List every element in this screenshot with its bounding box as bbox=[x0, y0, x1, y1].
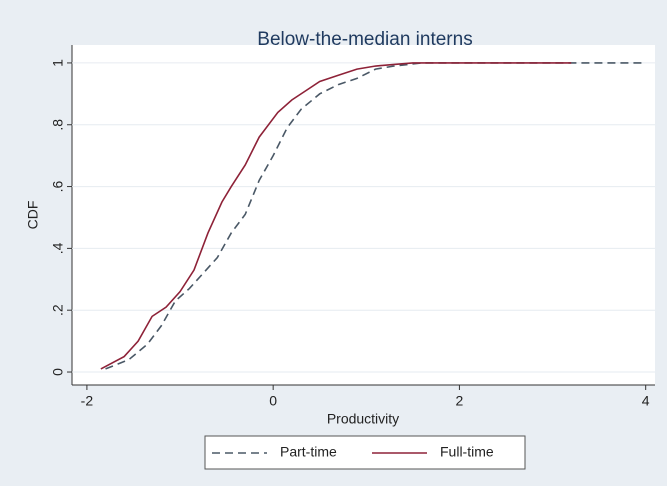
y-tick-label: .4 bbox=[50, 242, 66, 254]
x-tick-label: 2 bbox=[456, 393, 464, 409]
x-axis-label: Productivity bbox=[327, 411, 399, 427]
legend-label: Part-time bbox=[280, 444, 337, 460]
y-axis-label: CDF bbox=[25, 201, 41, 230]
y-tick-label: 0 bbox=[50, 368, 66, 376]
series-line bbox=[100, 62, 572, 370]
plot-area bbox=[72, 45, 655, 385]
legend-label: Full-time bbox=[440, 444, 494, 460]
x-tick-label: -2 bbox=[81, 393, 94, 409]
y-tick-label: 1 bbox=[50, 59, 66, 67]
y-tick-label: .2 bbox=[50, 304, 66, 316]
y-tick-label: .8 bbox=[50, 119, 66, 131]
y-tick-label: .6 bbox=[50, 181, 66, 193]
x-tick-label: 0 bbox=[269, 393, 277, 409]
series-line bbox=[105, 62, 646, 370]
chart-title: Below-the-median interns bbox=[257, 29, 472, 50]
x-tick-label: 4 bbox=[642, 393, 650, 409]
